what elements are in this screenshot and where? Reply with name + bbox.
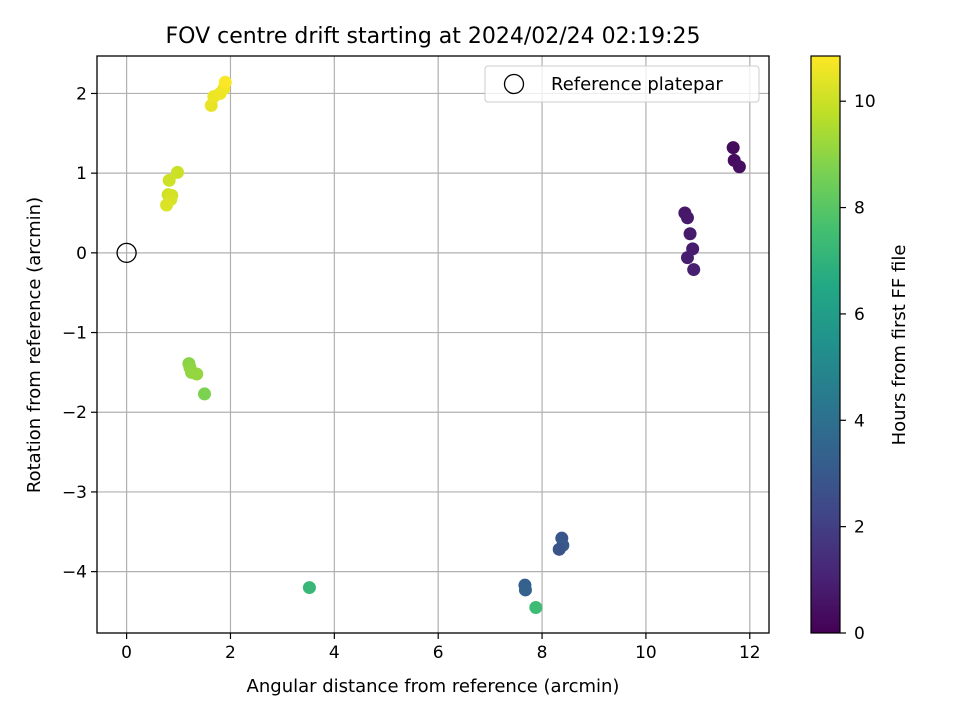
data-point bbox=[687, 263, 701, 277]
data-point bbox=[218, 75, 232, 89]
reference-marker-layer bbox=[116, 242, 137, 263]
data-point bbox=[726, 141, 740, 155]
data-point bbox=[162, 173, 176, 187]
colorbar-tick-label: 4 bbox=[854, 411, 865, 431]
legend-reference-marker bbox=[503, 73, 525, 95]
y-axis-label: Rotation from reference (arcmin) bbox=[24, 197, 45, 493]
data-point bbox=[170, 165, 184, 179]
y-tick-label: −4 bbox=[62, 563, 87, 583]
y-tick-label: 1 bbox=[76, 164, 87, 184]
chart-title: FOV centre drift starting at 2024/02/24 … bbox=[166, 24, 701, 49]
data-point bbox=[680, 251, 694, 265]
data-point bbox=[190, 367, 204, 381]
y-tick-label: 0 bbox=[76, 244, 87, 264]
legend-box bbox=[484, 65, 760, 103]
legend-label: Reference platepar bbox=[551, 74, 723, 95]
colorbar-tick-label: 6 bbox=[854, 305, 865, 325]
colorbar: 0 2 4 6 8 10 Hours from first FF file bbox=[810, 55, 910, 644]
x-tick-label: 12 bbox=[739, 643, 761, 663]
x-tick-label: 10 bbox=[635, 643, 657, 663]
x-tick-label: 0 bbox=[121, 643, 132, 663]
data-point bbox=[302, 581, 316, 595]
colorbar-tick-label: 10 bbox=[854, 92, 876, 112]
legend: Reference platepar bbox=[484, 65, 760, 103]
grid-lines bbox=[97, 56, 769, 633]
colorbar-tick-label: 0 bbox=[854, 624, 865, 644]
data-point bbox=[160, 198, 174, 212]
x-axis-label: Angular distance from reference (arcmin) bbox=[247, 676, 620, 697]
plot-frame bbox=[96, 55, 770, 634]
data-point bbox=[197, 387, 211, 401]
data-point bbox=[683, 227, 697, 241]
data-point bbox=[732, 160, 746, 174]
data-point bbox=[518, 583, 532, 597]
colorbar-tick-label: 8 bbox=[854, 199, 865, 219]
x-tick-label: 8 bbox=[537, 643, 548, 663]
data-point bbox=[552, 542, 566, 556]
data-points bbox=[160, 75, 746, 614]
y-tick-label: −3 bbox=[62, 483, 87, 503]
y-axis-ticks: −4 −3 −2 −1 0 1 2 bbox=[62, 84, 97, 583]
colorbar-ticks: 0 2 4 6 8 10 bbox=[840, 92, 876, 644]
x-tick-label: 4 bbox=[329, 643, 340, 663]
x-axis-ticks: 0 2 4 6 8 10 12 bbox=[121, 633, 761, 663]
colorbar-gradient bbox=[810, 55, 841, 634]
y-tick-label: 2 bbox=[76, 84, 87, 104]
reference-platepar-marker bbox=[116, 242, 137, 263]
colorbar-tick-label: 2 bbox=[854, 518, 865, 538]
data-point bbox=[529, 600, 543, 614]
x-tick-label: 2 bbox=[225, 643, 236, 663]
data-point bbox=[680, 211, 694, 225]
x-tick-label: 6 bbox=[433, 643, 444, 663]
y-tick-label: −2 bbox=[62, 403, 87, 423]
colorbar-label: Hours from first FF file bbox=[889, 245, 910, 446]
y-tick-label: −1 bbox=[62, 324, 87, 344]
